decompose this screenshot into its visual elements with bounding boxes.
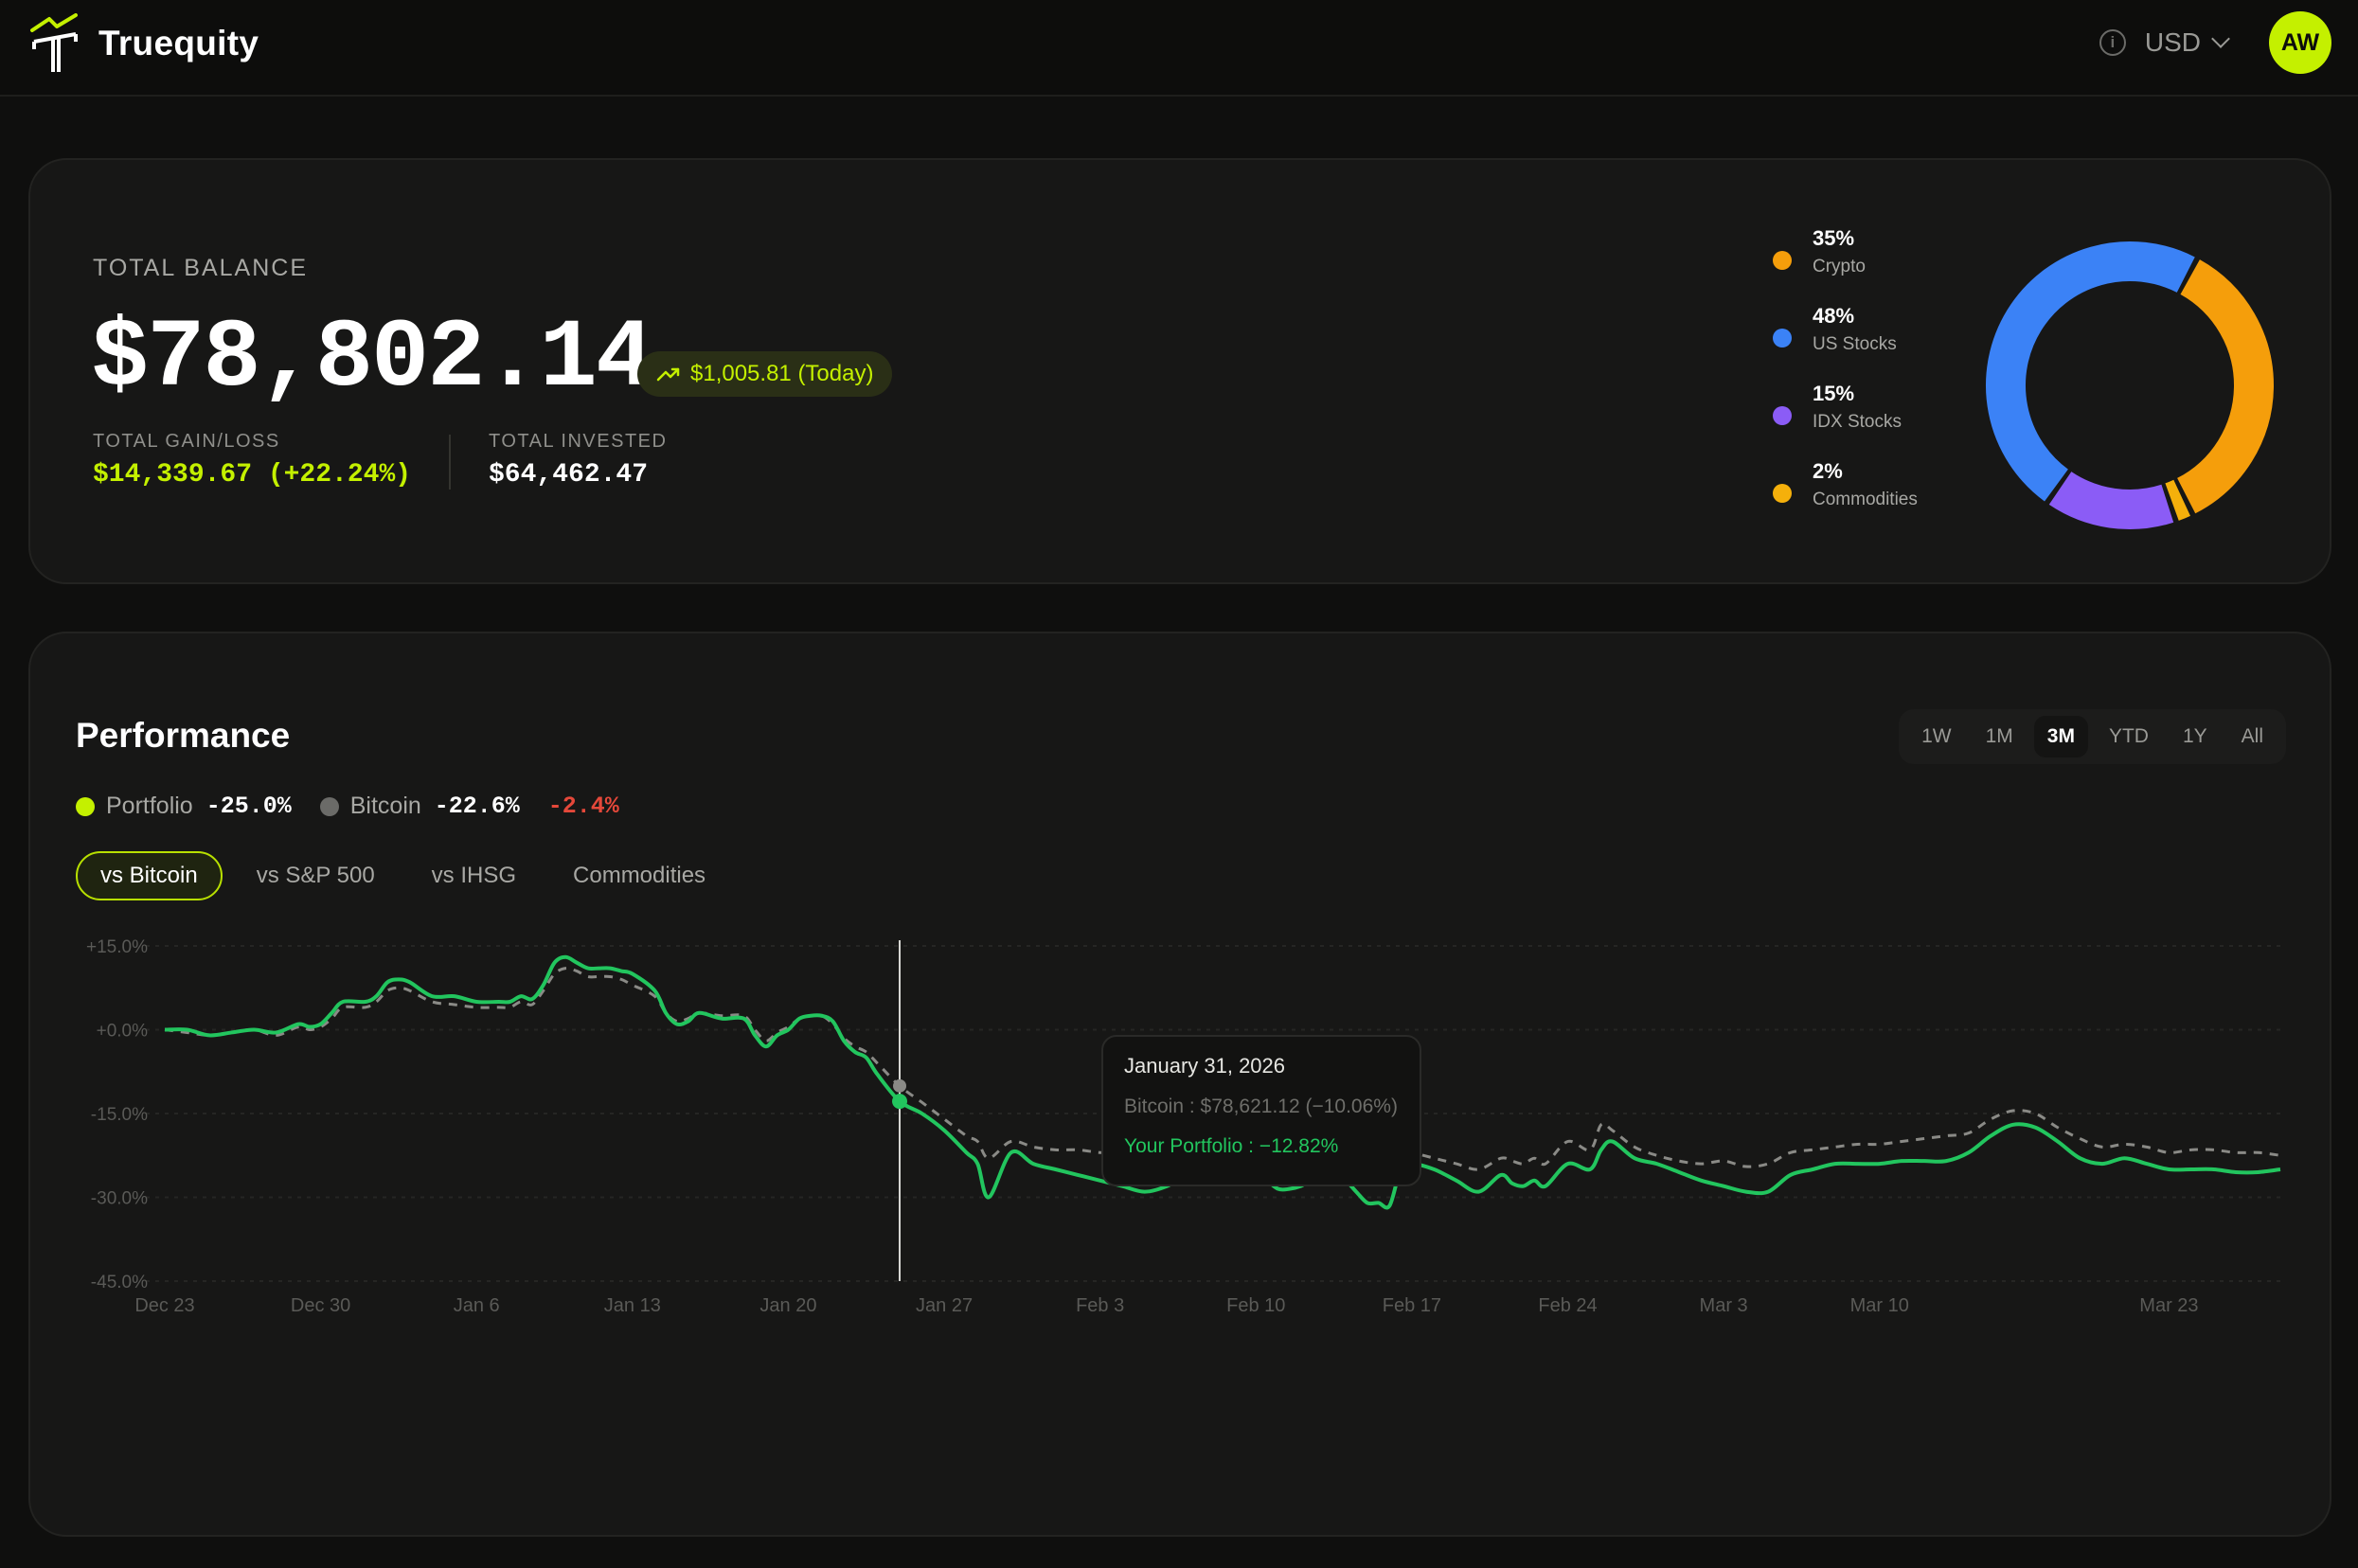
truequity-logo-icon (30, 13, 78, 72)
performance-stats: Portfolio -25.0% Bitcoin -22.6% -2.4% (76, 793, 619, 820)
x-tick-label: Jan 20 (759, 1295, 816, 1316)
donut-slice-commodities[interactable] (2165, 479, 2190, 521)
allocation-donut-chart (1986, 241, 2274, 529)
x-tick-label: Jan 6 (454, 1295, 500, 1316)
currency-label: USD (2144, 27, 2201, 57)
y-tick-label: -15.0% (91, 1105, 148, 1125)
today-change-value: $1,005.81 (Today) (690, 361, 874, 386)
tab-vs-sp500[interactable]: vs S&P 500 (256, 863, 375, 888)
legend-item-idx-stocks: 15% IDX Stocks (1773, 382, 1918, 459)
legend-label: Commodities (1813, 490, 1918, 509)
range-1m[interactable]: 1M (1985, 725, 2013, 747)
x-tick-label: Feb 17 (1383, 1295, 1441, 1316)
tooltip-portfolio: Your Portfolio : −12.82% (1124, 1135, 1339, 1157)
tooltip-bitcoin: Bitcoin : $78,621.12 (−10.06%) (1124, 1096, 1398, 1117)
x-tick-label: Mar 3 (1700, 1295, 1748, 1316)
chart-tooltip: January 31, 2026 Bitcoin : $78,621.12 (−… (1101, 1035, 1421, 1186)
brand-name: Truequity (98, 24, 259, 62)
legend-dot (1773, 251, 1792, 270)
donut-slice-idx-stocks[interactable] (2048, 471, 2174, 529)
bitcoin-highlight-point (893, 1078, 907, 1093)
total-gain-loss: TOTAL GAIN/LOSS $14,339.67 (+22.24%) (93, 431, 411, 490)
brand[interactable]: Truequity (28, 13, 259, 74)
tab-vs-bitcoin[interactable]: vs Bitcoin (76, 851, 223, 900)
portfolio-highlight-point (892, 1094, 908, 1110)
performance-title: Performance (76, 716, 291, 755)
legend-label: US Stocks (1813, 334, 1897, 354)
avatar[interactable]: AW (2269, 11, 2331, 74)
legend-label: Crypto (1813, 257, 1866, 276)
y-tick-label: +15.0% (86, 937, 148, 957)
portfolio-dot (76, 796, 95, 816)
time-range-selector: 1W 1M 3M YTD 1Y All (1899, 709, 2286, 764)
total-balance-label: TOTAL BALANCE (93, 255, 308, 281)
x-tick-label: Mar 23 (2139, 1295, 2198, 1316)
portfolio-series-line (164, 954, 2281, 1210)
bitcoin-label: Bitcoin (349, 793, 421, 819)
x-tick-label: Mar 10 (1850, 1295, 1909, 1316)
portfolio-return: -25.0% (205, 793, 292, 820)
x-tick-label: Dec 23 (134, 1295, 194, 1316)
x-tick-label: Feb 24 (1538, 1295, 1597, 1316)
portfolio-label: Portfolio (106, 793, 193, 819)
legend-dot (1773, 329, 1792, 347)
balance-card: TOTAL BALANCE $78,802.14 $1,005.81 (Toda… (28, 158, 2331, 584)
total-invested: TOTAL INVESTED $64,462.47 (489, 431, 667, 490)
bitcoin-dot (319, 796, 339, 816)
legend-dot (1773, 484, 1792, 503)
gain-loss-label: TOTAL GAIN/LOSS (93, 431, 280, 452)
legend-percent: 15% (1813, 382, 1855, 405)
allocation-legend: 35% Crypto 48% US Stocks 15% IDX Stocks … (1773, 226, 1918, 537)
y-tick-label: +0.0% (97, 1022, 149, 1042)
y-tick-label: -30.0% (91, 1189, 148, 1209)
currency-selector[interactable]: USD (2144, 27, 2230, 58)
benchmark-tabs: vs Bitcoin vs S&P 500 vs IHSG Commoditie… (76, 851, 740, 900)
legend-item-us-stocks: 48% US Stocks (1773, 304, 1918, 382)
donut-slice-us-stocks[interactable] (1986, 241, 2195, 502)
x-tick-label: Feb 3 (1076, 1295, 1124, 1316)
range-1w[interactable]: 1W (1921, 725, 1952, 747)
x-tick-label: Jan 13 (604, 1295, 661, 1316)
invested-value: $64,462.47 (489, 460, 649, 490)
range-all[interactable]: All (2241, 725, 2263, 747)
gain-loss-value: $14,339.67 (+22.24%) (93, 460, 412, 490)
tooltip-date: January 31, 2026 (1124, 1054, 1286, 1078)
y-tick-label: -45.0% (91, 1273, 148, 1292)
today-change-badge: $1,005.81 (Today) (637, 351, 893, 397)
x-tick-label: Jan 27 (916, 1295, 973, 1316)
tab-vs-ihsg[interactable]: vs IHSG (431, 863, 517, 888)
x-tick-label: Dec 30 (291, 1295, 350, 1316)
info-icon[interactable]: i (2099, 29, 2126, 56)
return-difference: -2.4% (547, 793, 619, 820)
legend-label: IDX Stocks (1813, 412, 1902, 432)
donut-slice-crypto[interactable] (2176, 259, 2274, 514)
legend-percent: 48% (1813, 304, 1855, 328)
bitcoin-return: -22.6% (434, 793, 520, 820)
trending-up-icon (656, 367, 680, 382)
performance-card: Performance 1W 1M 3M YTD 1Y All Portfoli… (28, 632, 2331, 1537)
stat-divider (449, 435, 451, 490)
total-balance-amount: $78,802.14 (91, 304, 653, 414)
legend-percent: 35% (1813, 226, 1855, 250)
range-ytd[interactable]: YTD (2108, 725, 2149, 747)
range-1y[interactable]: 1Y (2182, 725, 2207, 747)
legend-item-crypto: 35% Crypto (1773, 226, 1918, 304)
x-tick-label: Feb 10 (1226, 1295, 1285, 1316)
legend-percent: 2% (1813, 459, 1843, 483)
invested-label: TOTAL INVESTED (489, 431, 668, 452)
range-3m[interactable]: 3M (2033, 716, 2088, 757)
header-actions: i USD AW (2099, 11, 2331, 74)
chevron-down-icon (2211, 29, 2230, 48)
legend-item-commodities: 2% Commodities (1773, 459, 1918, 537)
legend-dot (1773, 406, 1792, 425)
top-bar: Truequity i USD AW (0, 0, 2358, 97)
tab-commodities[interactable]: Commodities (573, 863, 706, 888)
